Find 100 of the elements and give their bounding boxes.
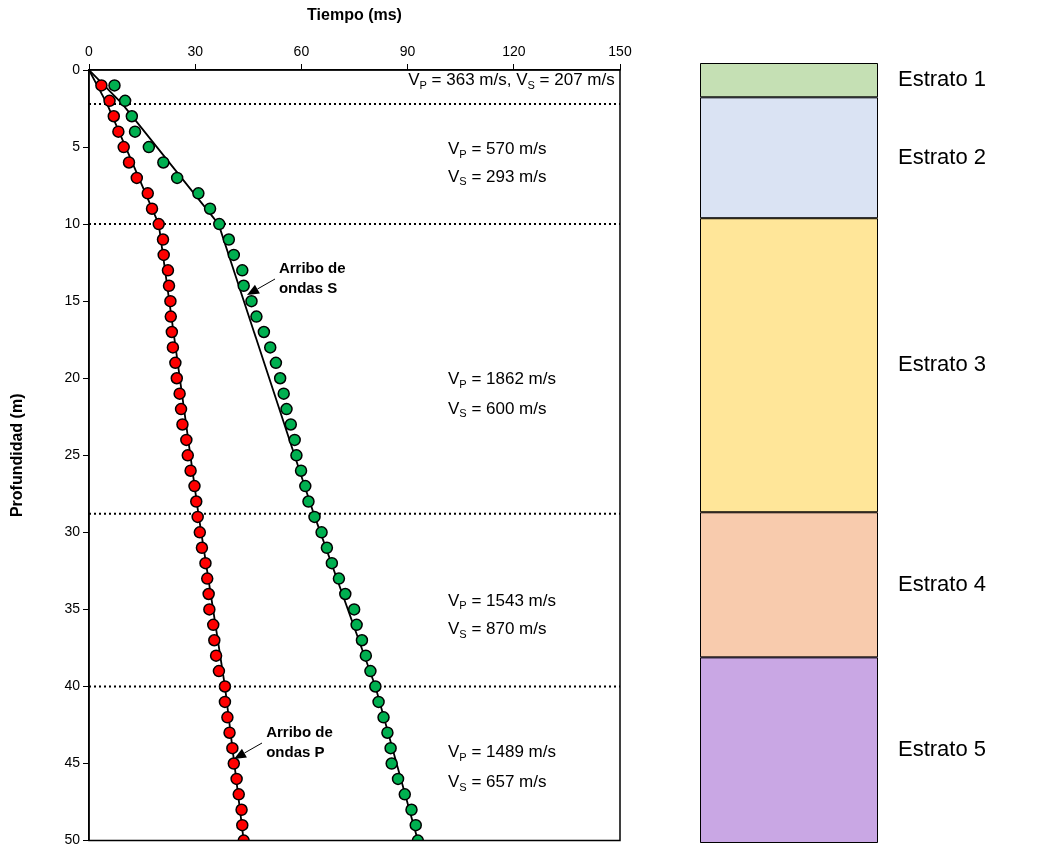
point [161,264,175,277]
point [200,572,214,585]
point [203,603,216,616]
point [112,125,125,138]
point [180,433,193,447]
point [350,618,363,632]
point [213,217,226,231]
x-tick-label: 60 [293,43,310,60]
point [273,371,287,385]
x-tick-label: 30 [187,43,204,60]
point [245,294,258,308]
point [108,79,121,92]
annotation: Arribo de ondas P [266,723,333,761]
annotation: Arribo de ondas S [278,259,346,297]
point [207,618,220,632]
series-label: Estrato 3 [898,351,987,377]
point [184,464,197,477]
point [190,495,203,508]
point [381,726,394,739]
point [308,510,321,524]
series-label: Estrato 1 [898,66,987,92]
point [157,156,170,169]
point [227,248,241,262]
point [236,818,249,832]
point [199,556,212,570]
point [212,664,226,678]
point [95,79,108,92]
x-tick-label: 150 [608,43,632,60]
point [230,772,243,786]
point [264,341,277,354]
point [320,541,334,555]
point [226,741,239,755]
point [280,402,293,416]
point [192,187,205,200]
point [130,171,144,185]
point [409,818,422,832]
point [355,633,369,647]
point [227,757,241,770]
point [218,695,232,709]
point [221,711,234,724]
point [223,726,236,739]
y-tick-label: 0 [72,60,81,77]
point [405,803,418,817]
point [372,695,385,709]
point [202,587,215,601]
point [288,433,301,447]
point [290,449,303,462]
point [141,187,155,200]
point [209,649,223,662]
y-tick-label: 45 [64,754,81,771]
point [222,233,236,246]
point [269,356,283,370]
point [170,171,184,185]
point [117,140,130,154]
point [237,279,250,293]
point [302,495,315,508]
y-tick-label: 25 [64,446,81,463]
series-label: Estrato 2 [898,143,987,169]
point [174,402,188,416]
y-tick-label: 35 [64,600,81,617]
point [193,526,207,539]
point [235,803,248,817]
point [203,202,217,215]
point [325,556,339,570]
point [164,294,177,308]
x-axis-title: Tiempo (ms) [307,6,402,24]
point [173,387,186,400]
point [385,757,398,770]
point [391,772,405,786]
point [339,587,352,601]
point [166,341,180,354]
point [208,633,221,647]
point [284,418,298,431]
point [369,680,382,693]
y-tick-label: 15 [64,292,81,309]
point [145,202,159,215]
point [398,788,412,801]
point [164,310,178,323]
point [377,711,390,724]
point [299,479,312,493]
point [218,680,232,693]
point [128,125,142,138]
y-axis-title: Profundidad (m) [8,393,26,518]
point [152,217,165,231]
y-tick-label: 20 [64,369,81,386]
point [162,279,176,293]
point [156,233,170,246]
point [170,371,184,385]
point [359,649,373,662]
point [347,603,361,616]
point [277,387,290,400]
point [142,140,156,154]
point [236,264,249,277]
point [294,464,308,477]
series-label: Estrato 4 [898,570,987,596]
y-tick-label: 50 [64,831,81,848]
point [107,109,121,123]
y-tick-label: 5 [72,137,81,154]
point [332,572,346,585]
x-tick-label: 120 [502,43,526,60]
